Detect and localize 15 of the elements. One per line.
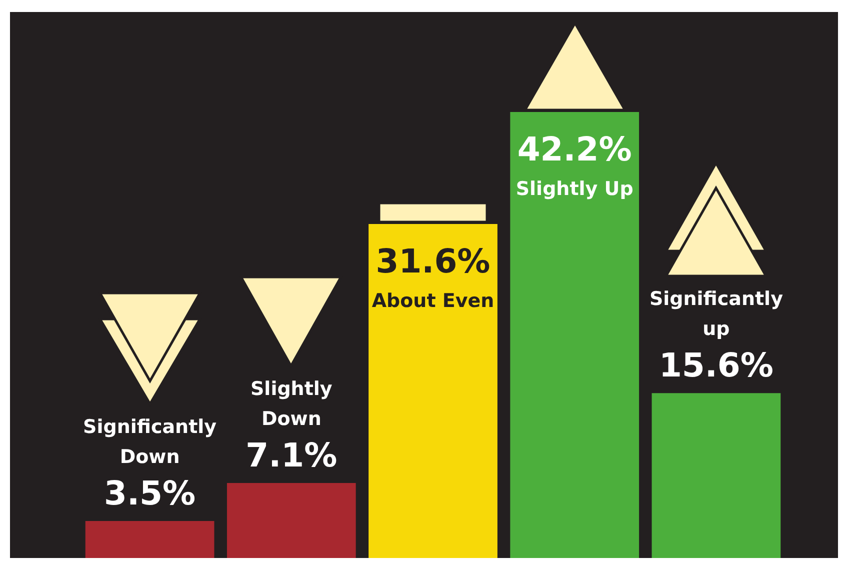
x-tick-label: Slightly Up (516, 178, 634, 200)
data-label: 42.2% (517, 130, 632, 169)
bar (510, 112, 640, 558)
bar (226, 482, 356, 558)
data-label: 7.1% (246, 436, 338, 475)
x-tick-label: Significantly up (649, 288, 784, 340)
data-label: 15.6% (658, 346, 774, 385)
bar (368, 224, 498, 558)
x-tick-label: About Even (372, 290, 494, 312)
bar (85, 521, 214, 558)
data-label: 31.6% (376, 242, 490, 281)
bar (652, 393, 781, 558)
data-label: 3.5% (104, 474, 196, 513)
x-tick-label: Slightly Down (250, 378, 333, 430)
x-tick-label: Significantly Down (83, 416, 218, 468)
